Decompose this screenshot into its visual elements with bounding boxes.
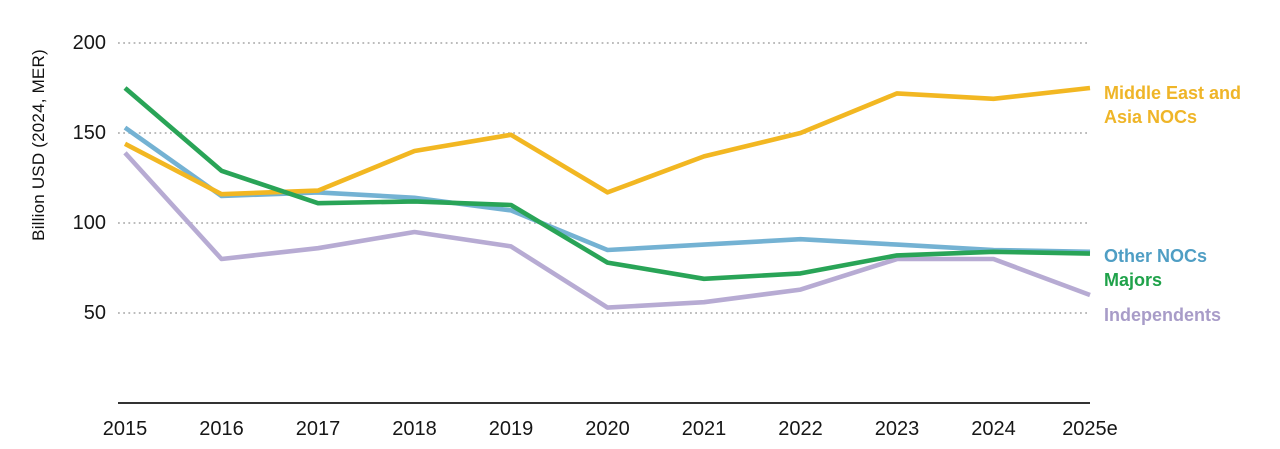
- series-label-middle-east-and-asia-nocs: Middle East and Asia NOCs: [1104, 83, 1242, 127]
- x-tick-label-2020: 2020: [585, 418, 630, 440]
- y-tick-label-50: 50: [83, 302, 106, 324]
- series-label-majors: Majors: [1104, 270, 1163, 290]
- x-tick-label-2025e: 2025e: [1062, 418, 1118, 440]
- x-tick-label-2019: 2019: [488, 418, 534, 440]
- series-label-other-nocs: Other NOCs: [1104, 246, 1208, 266]
- x-tick-label-2021: 2021: [681, 418, 727, 440]
- x-tick-label-2018: 2018: [392, 418, 437, 440]
- y-tick-label-100: 100: [72, 212, 106, 234]
- series-line-majors: [123, 86, 1091, 282]
- y-tick-label-200: 200: [72, 32, 106, 54]
- series-label-independents: Independents: [1104, 305, 1222, 325]
- y-tick-label-150: 150: [72, 122, 106, 144]
- x-tick-label-2017: 2017: [295, 418, 341, 440]
- series-line-middle-east-and-asia-nocs: [123, 85, 1091, 197]
- series-line-other-nocs: [123, 125, 1091, 255]
- x-tick-label-2022: 2022: [778, 418, 823, 440]
- x-tick-label-2016: 2016: [199, 418, 244, 440]
- series-line-independents: [123, 151, 1091, 310]
- x-tick-label-2024: 2024: [971, 418, 1016, 440]
- x-tick-label-2023: 2023: [874, 418, 920, 440]
- x-tick-label-2015: 2015: [102, 418, 148, 440]
